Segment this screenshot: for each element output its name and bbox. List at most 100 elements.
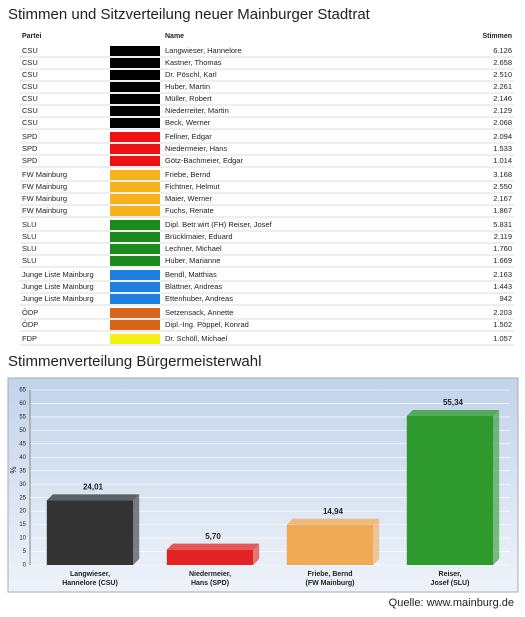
votes: 2.261	[493, 82, 512, 91]
y-label: %	[9, 466, 18, 473]
party: FW Mainburg	[22, 194, 67, 203]
party-color	[110, 132, 160, 142]
party-color	[110, 58, 160, 68]
value-label: 5,70	[205, 532, 221, 541]
party-color	[110, 270, 160, 280]
party-color	[110, 220, 160, 230]
y-tick-label: 0	[23, 563, 27, 569]
name: Huber, Marianne	[165, 256, 220, 265]
party-color	[110, 118, 160, 128]
party-color	[110, 106, 160, 116]
name: Fichtner, Helmut	[165, 182, 221, 191]
party: Junge Liste Mainburg	[22, 282, 94, 291]
name: Beck, Werner	[165, 118, 211, 127]
party-color	[110, 308, 160, 318]
value-label: 24,01	[83, 482, 104, 491]
chart-title: Stimmenverteilung Bürgermeisterwahl	[8, 353, 261, 370]
votes: 2.658	[493, 58, 512, 67]
party-color	[110, 82, 160, 92]
name: Kastner, Thomas	[165, 58, 222, 67]
name: Dipl. Betr.wirt (FH) Reiser, Josef	[165, 220, 273, 229]
party-color	[110, 170, 160, 180]
party: ÖDP	[22, 320, 38, 329]
x-tick-label: Langwieser, Hannelore (CSU)	[62, 571, 118, 587]
name: Dipl.-Ing. Pöppel, Konrad	[165, 320, 249, 329]
votes: 942	[499, 294, 512, 303]
name: Götz-Bachmeier, Edgar	[165, 156, 243, 165]
votes: 2.203	[493, 308, 512, 317]
party: CSU	[22, 58, 38, 67]
party: SLU	[22, 220, 37, 229]
value-label: 55,34	[443, 398, 464, 407]
party: CSU	[22, 106, 38, 115]
party: Junge Liste Mainburg	[22, 270, 94, 279]
votes: 1.443	[493, 282, 512, 291]
name: Ettenhuber, Andreas	[165, 294, 233, 303]
party: SPD	[22, 132, 38, 141]
party: FW Mainburg	[22, 206, 67, 215]
party: CSU	[22, 82, 38, 91]
votes: 2.550	[493, 182, 512, 191]
party: Junge Liste Mainburg	[22, 294, 94, 303]
y-tick-label: 5	[23, 549, 27, 555]
value-label: 14,94	[323, 507, 344, 516]
header: Name	[165, 33, 184, 40]
party-color	[110, 294, 160, 304]
name: Setzensack, Annette	[165, 308, 233, 317]
x-tick-label: Friebe, Bernd (FW Mainburg)	[306, 571, 355, 587]
party-color	[110, 282, 160, 292]
party-color	[110, 232, 160, 242]
votes: 2.119	[494, 232, 512, 241]
y-tick-label: 50	[19, 428, 26, 434]
party: CSU	[22, 94, 38, 103]
name: Niederreiter, Martin	[165, 106, 229, 115]
votes: 1.760	[493, 244, 512, 253]
x-tick-label: Niedermeier, Hans (SPD)	[189, 571, 231, 587]
y-tick-label: 55	[19, 415, 26, 421]
party: FDP	[22, 334, 37, 343]
party: SLU	[22, 244, 37, 253]
party: CSU	[22, 118, 38, 127]
name: Langwieser, Hannelore	[165, 46, 242, 55]
y-tick-label: 35	[19, 468, 26, 474]
party-color	[110, 94, 160, 104]
y-tick-label: 30	[19, 482, 26, 488]
party-color	[110, 256, 160, 266]
y-tick-label: 15	[19, 522, 26, 528]
name: Fellner, Edgar	[165, 132, 212, 141]
bar	[166, 549, 254, 565]
party: SPD	[22, 144, 38, 153]
bar-top	[46, 494, 140, 501]
party-color	[110, 70, 160, 80]
votes: 2.146	[493, 94, 512, 103]
votes: 1.057	[493, 334, 512, 343]
party-color	[110, 182, 160, 192]
bar-top	[286, 518, 380, 525]
votes: 3.168	[493, 170, 512, 179]
bar	[46, 500, 134, 565]
name: Niedermeier, Hans	[165, 144, 227, 153]
name: Maier, Werner	[165, 194, 212, 203]
votes: 2.129	[493, 106, 512, 115]
bar-top	[406, 410, 500, 417]
y-tick-label: 10	[19, 536, 26, 542]
party: SLU	[22, 232, 37, 241]
votes: 1.669	[493, 256, 512, 265]
y-tick-label: 45	[19, 441, 26, 447]
party-color	[110, 156, 160, 166]
bar-side	[493, 410, 500, 565]
bar	[286, 524, 374, 565]
source: Quelle: www.mainburg.de	[389, 597, 514, 609]
party: ÖDP	[22, 308, 38, 317]
party: SLU	[22, 256, 37, 265]
votes: 1.502	[493, 320, 512, 329]
party-color	[110, 194, 160, 204]
votes: 1.867	[493, 206, 512, 215]
bar	[406, 416, 494, 565]
name: Brücklmaier, Eduard	[165, 232, 233, 241]
party-color	[110, 46, 160, 56]
party: CSU	[22, 46, 38, 55]
name: Müller, Robert	[165, 94, 213, 103]
votes: 2.163	[493, 270, 512, 279]
party: SPD	[22, 156, 38, 165]
